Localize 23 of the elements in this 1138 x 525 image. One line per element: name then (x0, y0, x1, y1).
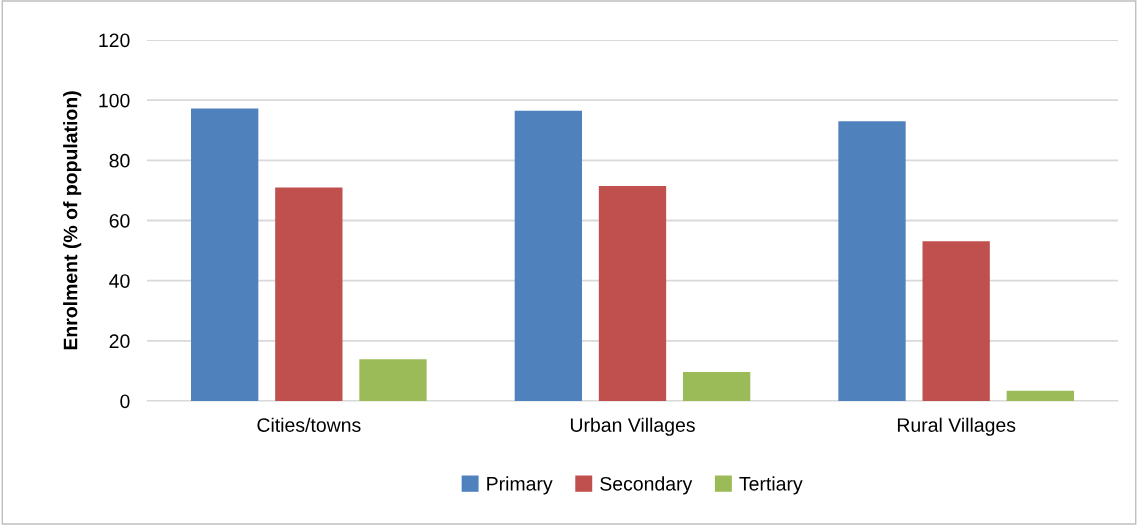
bar (275, 187, 343, 401)
bar (191, 108, 259, 401)
legend-label: Tertiary (739, 476, 803, 495)
y-tick-label: 80 (109, 153, 130, 168)
bar (922, 241, 990, 401)
x-tick-label: Cities/towns (257, 417, 361, 432)
bar (514, 110, 583, 401)
y-tick-label: 40 (109, 274, 130, 288)
y-tick-label: 60 (109, 213, 130, 228)
legend-label: Secondary (600, 476, 693, 495)
bar (682, 372, 751, 401)
x-tick-label: Rural Villages (897, 417, 1016, 436)
y-tick-label: 100 (99, 93, 130, 108)
y-tick-label: 20 (109, 334, 130, 349)
bar (838, 121, 906, 401)
y-tick-label: 0 (120, 394, 130, 409)
y-tick-label: 120 (99, 33, 130, 48)
bar (598, 185, 667, 401)
bar (1006, 390, 1074, 401)
x-tick-label: Urban Villages (570, 417, 695, 436)
bar (359, 359, 427, 401)
y-axis-title: Enrolment (% of population) (63, 91, 82, 350)
legend-label: Primary (487, 476, 553, 495)
